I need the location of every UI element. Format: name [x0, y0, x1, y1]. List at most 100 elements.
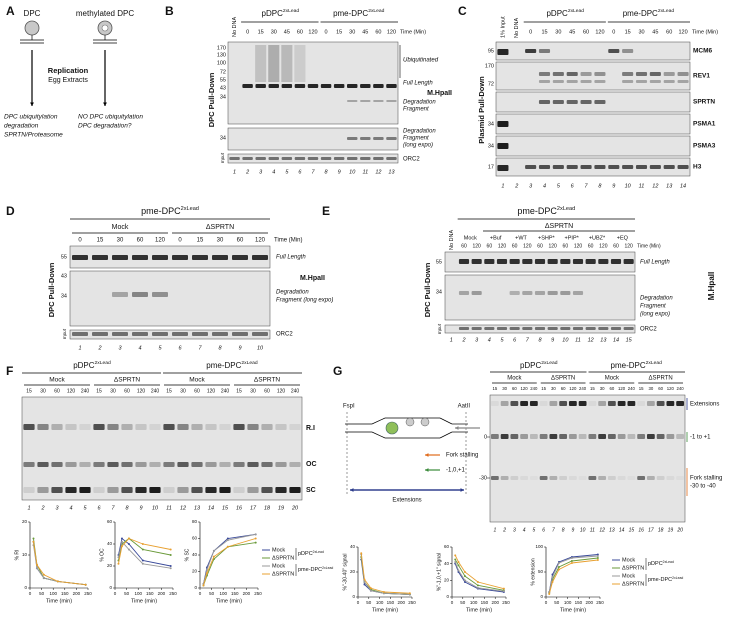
label: 5 [532, 527, 535, 533]
point [127, 537, 130, 540]
label: 3 [529, 183, 533, 189]
label: 3 [118, 345, 122, 351]
band [607, 434, 616, 439]
label: 10 [580, 527, 586, 533]
label: 1 [450, 337, 453, 343]
label: Fork stalling [690, 476, 722, 482]
label: 30 [638, 29, 644, 35]
band [598, 259, 609, 264]
band [232, 332, 248, 336]
label: 240 [221, 388, 230, 394]
band [566, 80, 578, 83]
band [580, 100, 592, 104]
label: 34 [436, 289, 442, 295]
band [538, 72, 551, 76]
label: 4 [543, 183, 546, 189]
label: 18 [264, 505, 271, 511]
label: 7 [526, 337, 530, 343]
label: FspI [343, 404, 355, 410]
band [552, 72, 564, 76]
label: 12 [180, 505, 186, 511]
point [463, 581, 466, 583]
band [627, 401, 636, 406]
label: 15 [26, 388, 32, 394]
label: SPRTN/Proteasome [4, 132, 63, 139]
point [141, 548, 144, 551]
band [578, 434, 587, 439]
label: 1% Input [500, 16, 506, 38]
label: 17 [250, 505, 257, 511]
band [538, 49, 551, 53]
group-superscript: 2xLead [658, 9, 674, 15]
point [551, 581, 554, 583]
label: 30 [600, 386, 605, 391]
label: 120 [137, 388, 146, 394]
label: PSMA3 [693, 143, 716, 150]
band [307, 157, 319, 160]
label: 17 [648, 527, 654, 533]
x-tick-label: 200 [158, 591, 166, 596]
label: 60 [487, 243, 493, 249]
label: DPC degradation? [78, 123, 132, 130]
band [623, 259, 634, 264]
label: +WT [515, 235, 527, 241]
label: 12 [375, 169, 381, 175]
band [568, 476, 577, 480]
label: 45 [569, 29, 575, 35]
label: 6 [97, 505, 101, 511]
band [149, 424, 161, 430]
label: Time (Min) [400, 29, 426, 35]
band [598, 476, 607, 480]
point [42, 577, 45, 580]
band [347, 157, 358, 160]
label: 14 [619, 527, 625, 533]
band [635, 80, 648, 83]
band [484, 327, 495, 330]
label: Full Length [276, 255, 306, 261]
band [578, 401, 587, 406]
band [617, 434, 626, 439]
band [471, 327, 482, 330]
point [226, 545, 229, 548]
band [458, 291, 470, 295]
label: 14 [680, 183, 686, 189]
band [135, 424, 147, 430]
label: 7 [311, 169, 315, 175]
label: 2 [97, 345, 101, 351]
label: 0 [529, 29, 532, 35]
band [559, 434, 568, 439]
band [484, 259, 495, 264]
label: 4 [523, 527, 526, 533]
label: DPC Pull-Down [47, 262, 56, 317]
band [247, 487, 259, 493]
label: Input [437, 323, 442, 334]
y-tick-label: 40 [350, 544, 356, 549]
label: 20 [676, 527, 683, 533]
band [547, 327, 558, 330]
x-tick-label: 100 [219, 591, 227, 596]
label: 60 [583, 29, 589, 35]
point [557, 566, 560, 568]
label: 12 [652, 183, 658, 189]
band [617, 476, 626, 480]
band [594, 165, 606, 169]
band [132, 255, 148, 260]
label: 15 [222, 505, 229, 511]
band [347, 84, 358, 88]
band [268, 157, 279, 160]
group-name: pme-DPC [141, 206, 181, 216]
arrow-head [30, 102, 34, 106]
label: Fork stalling [446, 453, 478, 459]
band [360, 100, 371, 102]
gel [495, 113, 691, 135]
band [552, 80, 564, 83]
band [172, 332, 188, 336]
band [607, 401, 616, 406]
label: 30 [180, 388, 186, 394]
band [552, 100, 564, 104]
group-label: pme-DPC2xLead [333, 9, 385, 19]
label: 120 [595, 29, 604, 35]
point [35, 567, 38, 570]
label: 8 [325, 169, 329, 175]
label: 3 [55, 505, 59, 511]
